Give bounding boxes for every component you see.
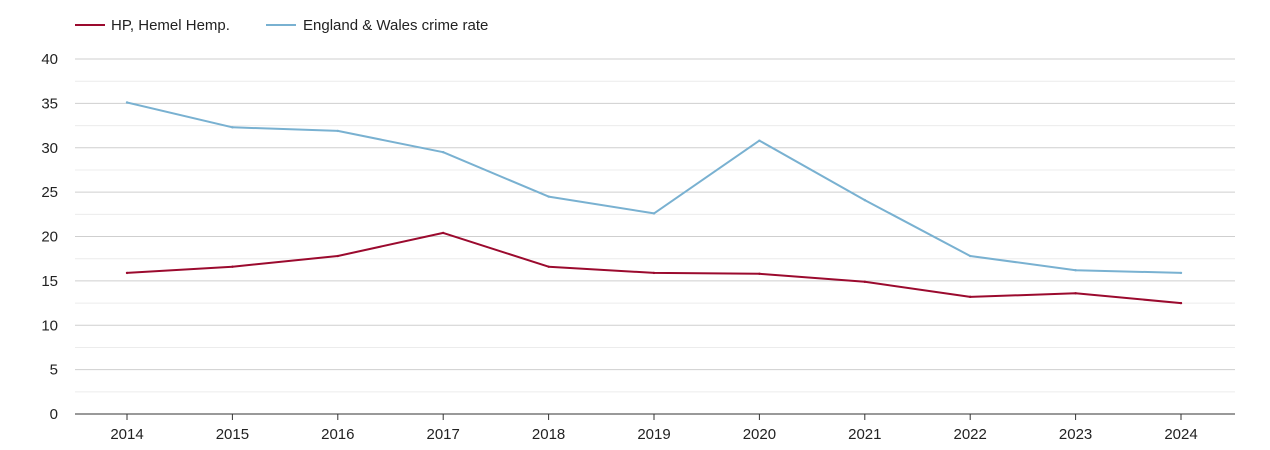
x-tick-label: 2015	[216, 426, 249, 443]
data-point-hp-hemel-hemp	[125, 271, 129, 275]
y-tick-label: 30	[41, 140, 58, 157]
x-tick-label: 2018	[532, 426, 565, 443]
y-tick-label: 15	[41, 273, 58, 290]
data-point-hp-hemel-hemp	[547, 265, 550, 268]
x-tick-label: 2022	[954, 426, 987, 443]
data-point-england-wales	[125, 101, 129, 104]
y-tick-label: 25	[41, 184, 58, 201]
y-axis: 0 5 10 15 20 25 30 35 40	[41, 51, 58, 423]
data-point-england-wales	[442, 150, 445, 154]
data-point-england-wales	[231, 126, 234, 129]
x-tick-label: 2021	[848, 426, 881, 443]
data-point-england-wales	[1074, 269, 1077, 272]
data-point-england-wales	[652, 212, 656, 215]
data-point-hp-hemel-hemp	[652, 271, 656, 275]
x-tick-label: 2014	[110, 426, 143, 443]
legend-label-england-wales: England & Wales crime rate	[303, 17, 488, 34]
grid	[75, 58, 1235, 415]
x-tick-label: 2024	[1164, 426, 1197, 443]
data-point-england-wales	[336, 129, 339, 133]
x-tick-label: 2023	[1059, 426, 1092, 443]
data-point-hp-hemel-hemp	[863, 280, 866, 283]
data-point-hp-hemel-hemp	[336, 254, 339, 258]
y-tick-label: 10	[41, 317, 58, 334]
data-point-england-wales	[969, 254, 972, 258]
series-group	[125, 101, 1183, 305]
series-line-england-wales	[126, 101, 1182, 274]
data-point-hp-hemel-hemp	[758, 272, 761, 275]
data-point-england-wales	[1179, 271, 1183, 275]
legend: HP, Hemel Hemp. England & Wales crime ra…	[75, 17, 488, 34]
data-point-hp-hemel-hemp	[442, 231, 445, 235]
series-line-hp-hemel-hemp	[126, 231, 1182, 305]
data-point-england-wales	[758, 139, 761, 142]
y-tick-label: 0	[50, 406, 58, 423]
y-tick-label: 5	[50, 362, 58, 379]
data-point-hp-hemel-hemp	[1074, 292, 1077, 295]
data-point-england-wales	[863, 198, 866, 202]
data-point-hp-hemel-hemp	[969, 295, 972, 299]
x-tick-label: 2016	[321, 426, 354, 443]
legend-label-hp-hemel-hemp: HP, Hemel Hemp.	[111, 17, 230, 34]
y-tick-label: 35	[41, 95, 58, 112]
x-axis: 2014 2015 2016 2017 2018 2019 2020 2021 2022 2023…	[110, 414, 1198, 443]
data-point-hp-hemel-hemp	[1179, 301, 1183, 305]
x-tick-label: 2020	[743, 426, 776, 443]
y-tick-label: 20	[41, 229, 58, 246]
data-point-hp-hemel-hemp	[231, 265, 234, 268]
x-tick-label: 2019	[637, 426, 670, 443]
x-tick-label: 2017	[427, 426, 460, 443]
y-tick-label: 40	[41, 51, 58, 68]
data-point-england-wales	[547, 195, 550, 198]
